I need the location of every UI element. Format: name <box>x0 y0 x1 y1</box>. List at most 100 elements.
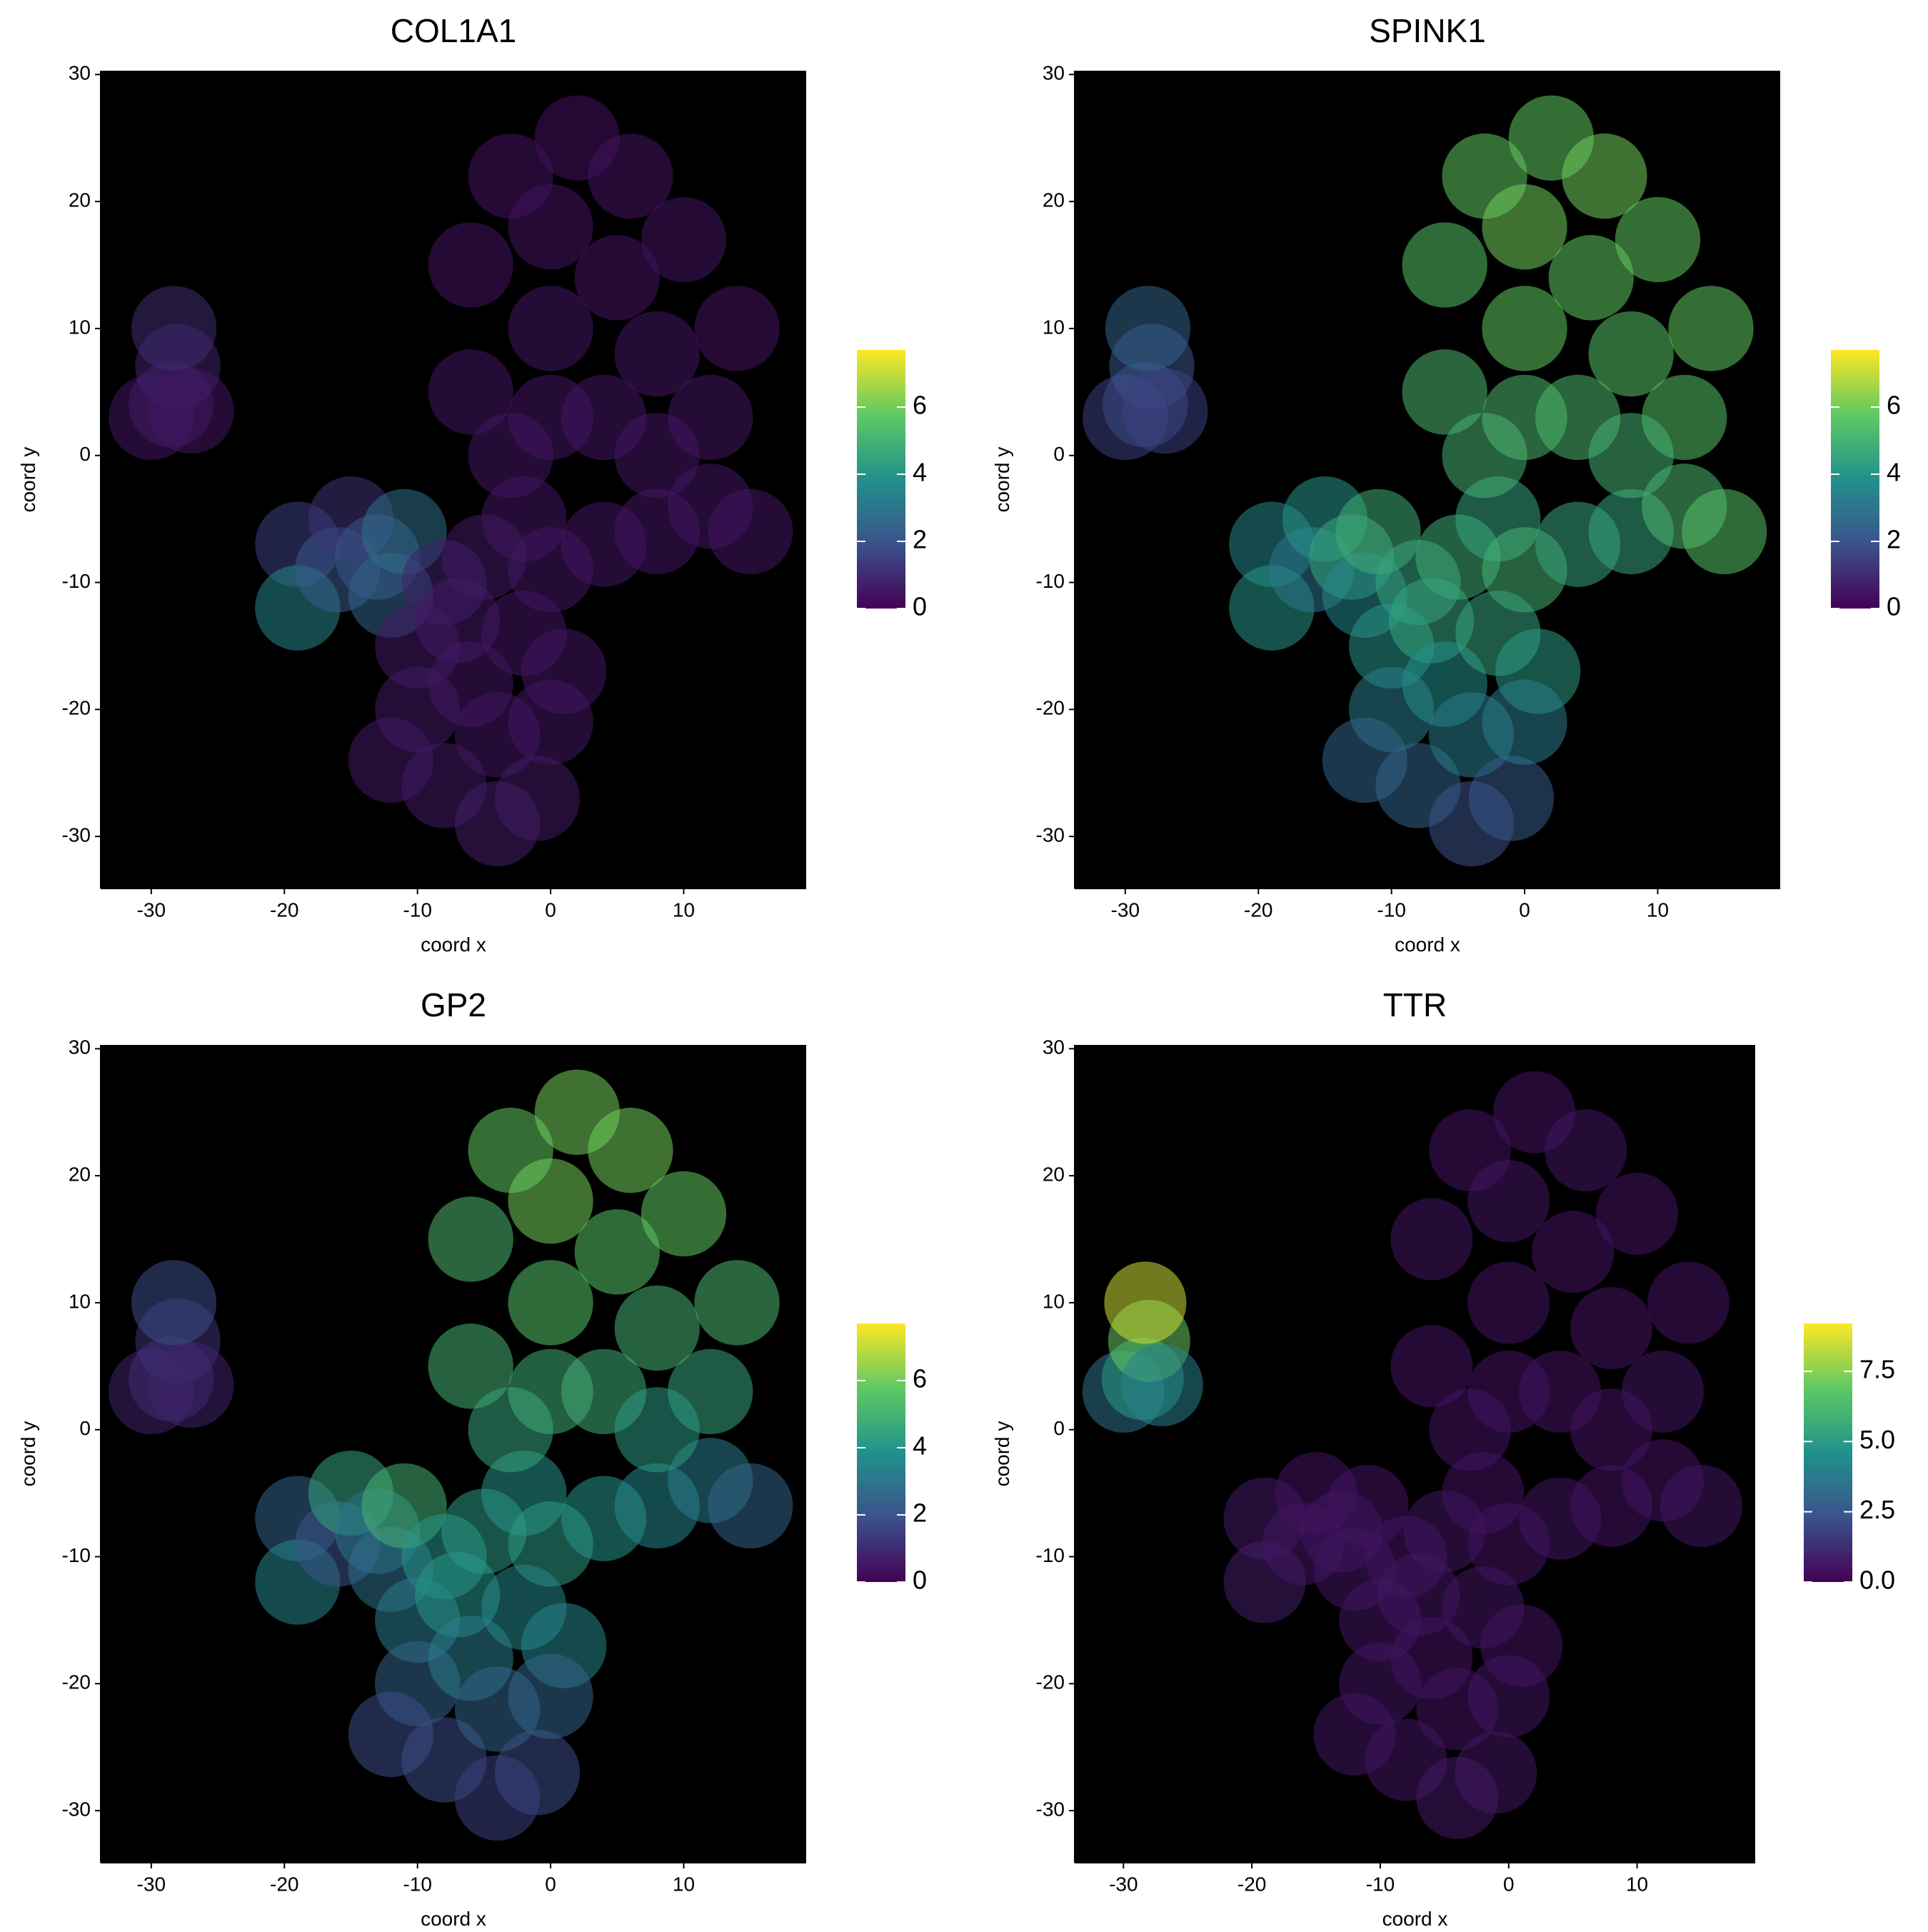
point <box>149 368 234 454</box>
point <box>641 1171 727 1257</box>
colorbar-tick-label: 0 <box>913 1566 927 1595</box>
x-tick-label: 10 <box>1626 1873 1648 1895</box>
x-tick-label: -10 <box>403 899 431 921</box>
y-tick-label: -10 <box>62 1544 91 1566</box>
y-axis-title: coord y <box>17 447 39 513</box>
point <box>1104 1261 1187 1344</box>
colorbar-tick-label: 4 <box>913 457 927 486</box>
x-tick-label: -30 <box>1111 899 1140 921</box>
point <box>1105 286 1191 371</box>
y-tick-label: 0 <box>79 1417 91 1439</box>
point <box>428 1196 513 1282</box>
point <box>1467 1160 1550 1243</box>
points <box>109 1069 793 1841</box>
point <box>1570 1388 1653 1471</box>
y-tick-label: 30 <box>1043 1036 1065 1058</box>
point <box>131 286 217 371</box>
colorbar-tick-label: 6 <box>1887 390 1901 419</box>
point <box>588 133 673 219</box>
points <box>109 95 793 866</box>
point <box>428 349 513 435</box>
x-tick-label: 10 <box>673 1873 695 1895</box>
x-tick-label: 0 <box>545 1873 556 1895</box>
point <box>1532 1211 1615 1293</box>
points <box>1082 1071 1743 1839</box>
y-axis-title: coord y <box>17 1421 39 1487</box>
point <box>1588 413 1674 499</box>
point <box>1660 1464 1743 1547</box>
y-tick-label: -20 <box>1036 1671 1065 1693</box>
x-tick-label: 0 <box>1519 899 1530 921</box>
y-tick-label: -20 <box>1036 697 1065 719</box>
point <box>694 1260 780 1346</box>
point <box>1402 222 1487 308</box>
point <box>1123 368 1208 454</box>
point <box>1682 489 1767 575</box>
point <box>1615 196 1701 283</box>
x-tick-label: -10 <box>1366 1873 1395 1895</box>
colorbar-tick-label: 5.0 <box>1859 1425 1895 1454</box>
y-tick-label: -30 <box>62 1798 91 1820</box>
x-tick-label: -10 <box>1377 899 1405 921</box>
colorbar-tick-label: 2 <box>1887 524 1901 554</box>
colorbar <box>1804 1323 1852 1582</box>
colorbar-tick-label: 7.5 <box>1859 1354 1895 1383</box>
point <box>1562 133 1647 219</box>
point <box>508 374 593 461</box>
point <box>694 286 780 371</box>
colorbar <box>857 1323 905 1582</box>
point <box>1570 1286 1653 1370</box>
colorbar-tick-label: 0.0 <box>1859 1566 1895 1595</box>
y-tick-label: 30 <box>1043 62 1065 84</box>
point <box>1467 1350 1550 1433</box>
point <box>1467 1261 1550 1344</box>
point <box>614 1285 700 1371</box>
x-tick-label: -20 <box>1244 899 1272 921</box>
point <box>1467 1655 1550 1738</box>
point <box>1647 1261 1730 1344</box>
y-tick-label: 10 <box>69 1290 91 1312</box>
panel-title: GP2 <box>421 986 486 1023</box>
y-tick-label: -30 <box>62 824 91 846</box>
colorbar-tick-label: 2 <box>913 524 927 554</box>
point <box>428 222 513 308</box>
colorbar-tick-label: 0 <box>1887 592 1901 621</box>
points <box>1083 95 1767 866</box>
point <box>614 413 700 499</box>
colorbar <box>1831 350 1879 609</box>
point <box>614 1387 700 1473</box>
x-tick-label: -30 <box>1109 1873 1138 1895</box>
y-tick-label: 20 <box>1043 189 1065 211</box>
point <box>508 1158 593 1244</box>
x-tick-label: 0 <box>1503 1873 1515 1895</box>
y-tick-label: -30 <box>1036 1798 1065 1820</box>
x-tick-label: 10 <box>673 899 695 921</box>
y-tick-label: 10 <box>1043 1290 1065 1312</box>
point <box>149 1342 234 1428</box>
point <box>1428 781 1515 866</box>
point <box>1416 1756 1499 1839</box>
y-tick-label: 10 <box>1043 316 1065 338</box>
x-axis-title: coord x <box>1395 934 1460 956</box>
point <box>454 781 541 866</box>
point <box>1482 679 1567 765</box>
point <box>641 196 727 283</box>
colorbar-tick-label: 0 <box>913 592 927 621</box>
y-tick-label: -10 <box>62 570 91 592</box>
point <box>708 489 793 575</box>
point <box>1588 311 1674 397</box>
point <box>131 1260 217 1346</box>
point <box>508 1653 593 1739</box>
x-tick-label: -30 <box>137 1873 166 1895</box>
y-tick-label: 0 <box>79 443 91 465</box>
colorbar-tick-label: 6 <box>913 1363 927 1393</box>
colorbar-tick-label: 4 <box>913 1431 927 1460</box>
x-axis-title: coord x <box>421 934 486 956</box>
point <box>1390 1198 1473 1281</box>
x-tick-label: -30 <box>137 899 166 921</box>
point <box>508 286 593 371</box>
point <box>614 311 700 397</box>
point <box>1482 286 1567 371</box>
point <box>574 235 660 321</box>
